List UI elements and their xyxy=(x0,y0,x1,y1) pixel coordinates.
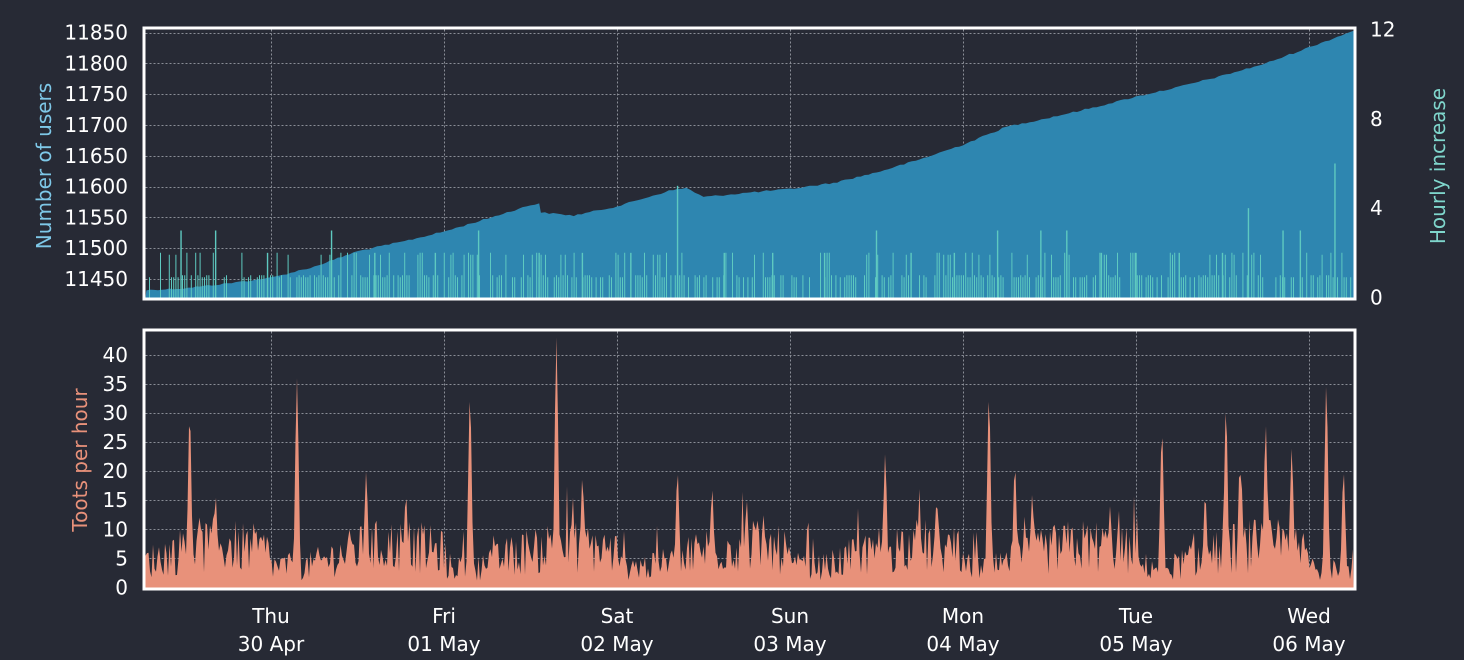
hourly-tick-label: 4 xyxy=(1370,196,1383,220)
toots-tick-label: 35 xyxy=(103,372,128,396)
users-panel: 11450 11500 11550 11600 11650 11700 11750 11800… xyxy=(32,18,1450,310)
hourly-tick-label: 12 xyxy=(1370,18,1395,42)
users-area xyxy=(145,30,1354,298)
toots-axis-label: Toots per hour xyxy=(68,388,92,533)
toots-tick-label: 30 xyxy=(103,401,128,425)
toots-tick-label: 20 xyxy=(103,459,128,483)
bottom-panel-frame xyxy=(142,328,1357,591)
toots-tick-label: 25 xyxy=(103,430,128,454)
date-tick-label: 02 May xyxy=(580,632,653,656)
toots-area xyxy=(145,337,1354,588)
hourly-tick-label: 8 xyxy=(1370,107,1383,131)
date-tick-label: 03 May xyxy=(753,632,826,656)
users-tick-label: 11750 xyxy=(64,82,128,106)
hourly-tick-label: 0 xyxy=(1370,286,1383,310)
day-tick-label: Thu xyxy=(251,604,290,628)
date-tick-label: 05 May xyxy=(1099,632,1172,656)
users-y-ticks: 11450 11500 11550 11600 11650 11700 11750 11800… xyxy=(64,21,128,291)
date-tick-label: 30 Apr xyxy=(238,632,305,656)
users-tick-label: 11800 xyxy=(64,51,128,75)
day-tick-label: Tue xyxy=(1118,604,1153,628)
top-panel-frame xyxy=(142,26,1357,301)
day-tick-label: Fri xyxy=(432,604,456,628)
day-tick-label: Sun xyxy=(771,604,809,628)
users-area-series xyxy=(145,30,1354,298)
date-tick-label: 01 May xyxy=(407,632,480,656)
users-tick-label: 11450 xyxy=(64,267,128,291)
day-tick-label: Wed xyxy=(1287,604,1331,628)
hourly-increase-baseline xyxy=(149,252,1352,298)
day-x-ticks: Thu 30 Apr Fri 01 May Sat 02 May Sun 03 May Mon 0… xyxy=(238,604,1346,656)
users-tick-label: 11500 xyxy=(64,236,128,260)
toots-y-ticks: 0 5 10 15 20 25 30 35 40 xyxy=(103,343,128,600)
toots-tick-label: 5 xyxy=(115,546,128,570)
users-tick-label: 11550 xyxy=(64,205,128,229)
hourly-axis-label: Hourly increase xyxy=(1426,88,1450,244)
hourly-increase-series xyxy=(149,163,1352,298)
users-tick-label: 11600 xyxy=(64,175,128,199)
toots-area-series xyxy=(145,337,1354,588)
hourly-y-ticks: 0 4 8 12 xyxy=(1370,18,1395,310)
toots-panel: 0 5 10 15 20 25 30 35 40 Thu 30 Apr Fri 01 May Sat 02… xyxy=(68,328,1357,656)
date-tick-label: 04 May xyxy=(926,632,999,656)
users-tick-label: 11650 xyxy=(64,144,128,168)
toots-tick-label: 10 xyxy=(103,517,128,541)
toots-tick-label: 15 xyxy=(103,488,128,512)
users-tick-label: 11850 xyxy=(64,21,128,45)
toots-tick-label: 0 xyxy=(115,576,128,600)
day-tick-label: Sat xyxy=(601,604,634,628)
toots-tick-label: 40 xyxy=(103,343,128,367)
date-tick-label: 06 May xyxy=(1272,632,1345,656)
users-axis-label: Number of users xyxy=(32,83,56,249)
day-tick-label: Mon xyxy=(942,604,984,628)
users-tick-label: 11700 xyxy=(64,113,128,137)
